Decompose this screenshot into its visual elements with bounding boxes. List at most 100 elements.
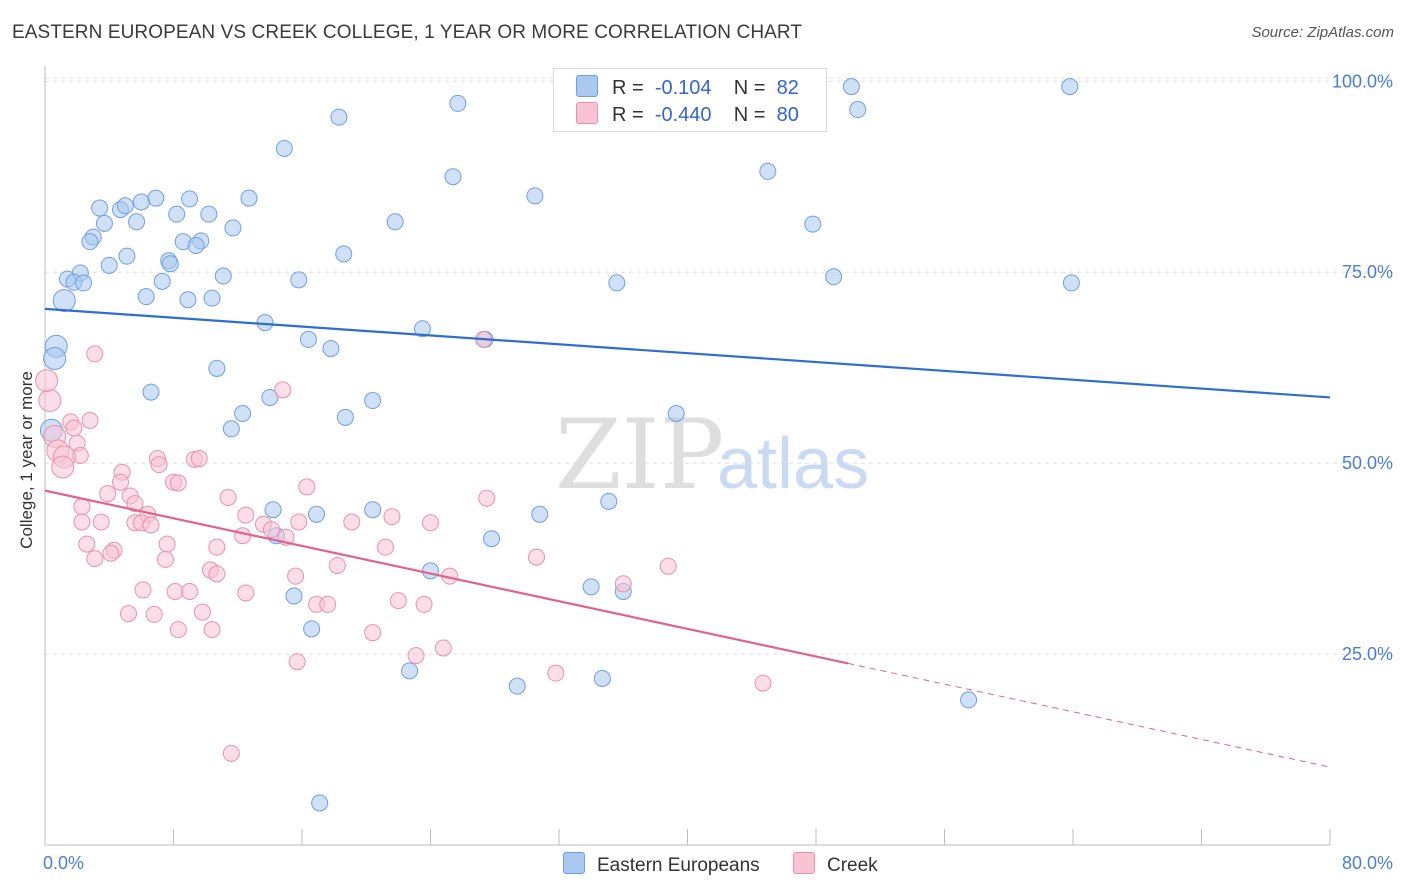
data-point <box>237 506 255 524</box>
data-point <box>336 408 354 426</box>
data-point <box>73 513 91 531</box>
data-point <box>413 320 431 338</box>
data-point <box>208 359 226 377</box>
data-point <box>203 289 221 307</box>
bottom-legend-label-eastern: Eastern Europeans <box>597 855 760 876</box>
x-tick-label: 0.0% <box>43 853 84 873</box>
data-point <box>168 205 186 223</box>
data-point <box>237 584 255 602</box>
data-point <box>285 587 303 605</box>
data-point <box>145 605 163 623</box>
data-point <box>307 505 325 523</box>
legend-r-label: R = <box>612 77 644 99</box>
data-point <box>483 530 501 548</box>
bottom-legend-eastern: Eastern Europeans <box>563 852 760 877</box>
data-point <box>261 388 279 406</box>
trend-line-creek <box>44 489 849 665</box>
data-point <box>759 162 777 180</box>
data-point <box>153 272 171 290</box>
legend-swatch-eastern <box>576 75 598 97</box>
bottom-legend-creek: Creek <box>793 852 878 877</box>
data-point <box>51 455 75 479</box>
data-point <box>181 190 199 208</box>
data-point <box>386 213 404 231</box>
data-point <box>86 345 104 363</box>
data-point <box>156 550 174 568</box>
data-point <box>169 621 187 639</box>
bottom-legend-swatch-creek <box>793 852 815 874</box>
grid-lines <box>45 77 1392 655</box>
data-point <box>52 288 76 312</box>
data-point <box>299 330 317 348</box>
data-point <box>161 255 179 273</box>
data-point <box>330 108 348 126</box>
data-point <box>193 603 211 621</box>
data-point <box>99 485 117 503</box>
data-point <box>179 291 197 309</box>
data-point <box>449 94 467 112</box>
legend-r-value: -0.440 <box>654 104 712 126</box>
data-point <box>364 501 382 519</box>
data-point <box>659 557 677 575</box>
trend-lines <box>44 307 1331 768</box>
data-point <box>290 271 308 289</box>
data-point <box>434 639 452 657</box>
data-point <box>102 544 120 562</box>
data-point <box>190 450 208 468</box>
data-point <box>842 78 860 96</box>
y-axis-label: College, 1 year or more <box>17 371 36 549</box>
data-point <box>234 527 252 545</box>
legend-n-label: N = <box>733 104 766 126</box>
data-point <box>208 565 226 583</box>
data-point <box>100 256 118 274</box>
data-point <box>166 582 184 600</box>
data-point <box>288 653 306 671</box>
watermark-atlas: atlas <box>717 424 869 504</box>
data-point <box>222 420 240 438</box>
data-point <box>804 215 822 233</box>
bottom-legend-swatch-eastern <box>563 852 585 874</box>
legend-n-label: N = <box>733 77 766 99</box>
data-point <box>208 538 226 556</box>
data-point <box>65 419 83 437</box>
data-point <box>78 535 96 553</box>
data-point <box>150 456 168 474</box>
data-point <box>274 381 292 399</box>
series-eastern-europeans <box>39 78 1080 812</box>
data-point <box>187 236 205 254</box>
data-point <box>1061 78 1079 96</box>
watermark-zip: ZIP <box>555 399 724 511</box>
data-point <box>422 562 439 580</box>
data-point <box>118 247 136 265</box>
data-point <box>322 340 340 358</box>
data-point <box>120 605 138 623</box>
data-point <box>137 288 155 306</box>
x-tick-label: 80.0% <box>1342 853 1393 873</box>
y-axis-label-wrap: College, 1 year or more <box>14 360 40 560</box>
data-point <box>383 508 401 526</box>
data-point <box>849 101 867 119</box>
data-point <box>298 478 316 496</box>
data-point <box>303 620 321 638</box>
data-point <box>132 193 150 211</box>
data-point <box>116 197 134 215</box>
data-point <box>614 575 632 593</box>
data-point <box>335 245 353 263</box>
data-point <box>960 691 978 709</box>
bottom-legend-label-creek: Creek <box>827 855 878 876</box>
data-point <box>35 369 59 393</box>
data-point <box>73 498 91 516</box>
data-point <box>364 392 382 410</box>
watermark: ZIP atlas <box>555 399 869 511</box>
data-point <box>134 581 152 599</box>
data-point <box>528 548 546 566</box>
data-point <box>275 139 293 157</box>
legend-swatch-creek <box>576 102 598 124</box>
data-point <box>219 489 237 507</box>
data-point <box>262 521 280 539</box>
data-point <box>389 592 407 610</box>
data-point <box>407 647 425 665</box>
data-point <box>169 474 187 492</box>
data-point <box>531 505 549 523</box>
data-point <box>319 595 337 613</box>
